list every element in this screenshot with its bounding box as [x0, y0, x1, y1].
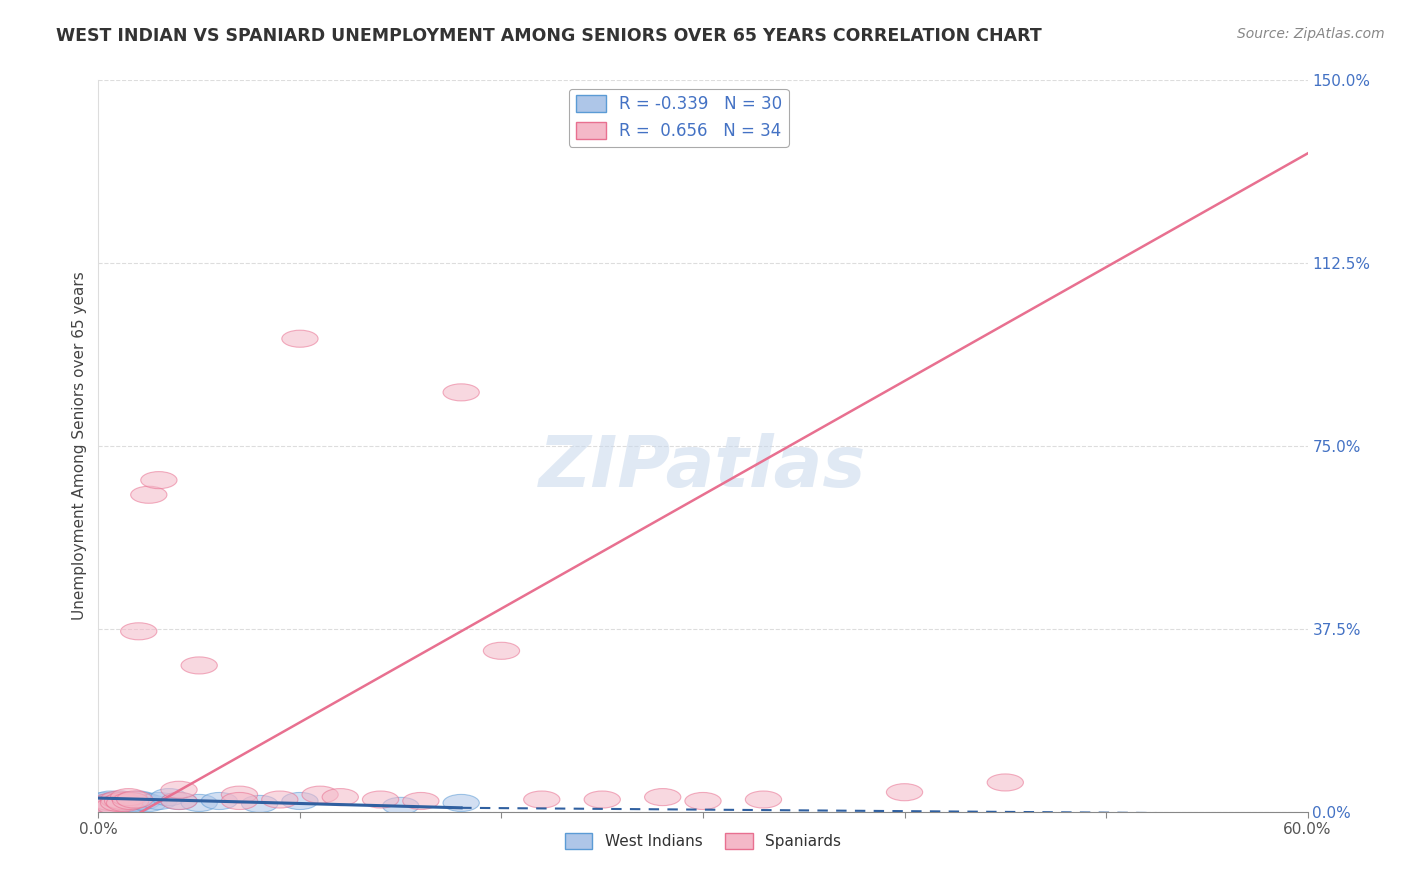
Ellipse shape: [114, 795, 150, 812]
Ellipse shape: [644, 789, 681, 805]
Ellipse shape: [104, 792, 141, 810]
Ellipse shape: [97, 797, 132, 814]
Ellipse shape: [98, 798, 135, 815]
Ellipse shape: [281, 330, 318, 347]
Ellipse shape: [121, 791, 157, 808]
Ellipse shape: [131, 795, 167, 812]
Ellipse shape: [281, 792, 318, 810]
Ellipse shape: [987, 774, 1024, 791]
Ellipse shape: [108, 795, 145, 812]
Ellipse shape: [141, 792, 177, 810]
Ellipse shape: [94, 797, 131, 814]
Ellipse shape: [97, 792, 132, 810]
Ellipse shape: [111, 789, 146, 805]
Ellipse shape: [83, 795, 118, 812]
Ellipse shape: [121, 623, 157, 640]
Ellipse shape: [685, 792, 721, 810]
Ellipse shape: [583, 791, 620, 808]
Ellipse shape: [111, 797, 146, 814]
Ellipse shape: [523, 791, 560, 808]
Ellipse shape: [117, 796, 153, 813]
Ellipse shape: [100, 795, 136, 812]
Ellipse shape: [84, 798, 121, 815]
Ellipse shape: [443, 384, 479, 401]
Legend: West Indians, Spaniards: West Indians, Spaniards: [558, 827, 848, 855]
Ellipse shape: [382, 797, 419, 814]
Text: Source: ZipAtlas.com: Source: ZipAtlas.com: [1237, 27, 1385, 41]
Ellipse shape: [221, 786, 257, 803]
Ellipse shape: [886, 784, 922, 801]
Ellipse shape: [221, 792, 257, 810]
Ellipse shape: [181, 657, 218, 674]
Ellipse shape: [302, 786, 339, 803]
Text: WEST INDIAN VS SPANIARD UNEMPLOYMENT AMONG SENIORS OVER 65 YEARS CORRELATION CHA: WEST INDIAN VS SPANIARD UNEMPLOYMENT AMO…: [56, 27, 1042, 45]
Ellipse shape: [160, 781, 197, 798]
Ellipse shape: [363, 791, 399, 808]
Ellipse shape: [262, 791, 298, 808]
Ellipse shape: [93, 794, 129, 811]
Ellipse shape: [90, 795, 127, 812]
Ellipse shape: [104, 792, 141, 810]
Ellipse shape: [86, 792, 122, 810]
Ellipse shape: [484, 642, 520, 659]
Ellipse shape: [160, 792, 197, 810]
Ellipse shape: [150, 789, 187, 805]
Ellipse shape: [100, 791, 136, 808]
Ellipse shape: [93, 791, 129, 808]
Ellipse shape: [745, 791, 782, 808]
Ellipse shape: [117, 791, 153, 808]
Ellipse shape: [103, 791, 139, 808]
Ellipse shape: [112, 792, 149, 810]
Ellipse shape: [89, 798, 125, 815]
Ellipse shape: [107, 795, 143, 812]
Ellipse shape: [125, 792, 160, 810]
Ellipse shape: [402, 792, 439, 810]
Ellipse shape: [181, 795, 218, 812]
Ellipse shape: [443, 795, 479, 812]
Ellipse shape: [84, 797, 121, 814]
Y-axis label: Unemployment Among Seniors over 65 years: Unemployment Among Seniors over 65 years: [72, 272, 87, 620]
Ellipse shape: [107, 797, 143, 814]
Ellipse shape: [100, 795, 136, 812]
Ellipse shape: [201, 792, 238, 810]
Ellipse shape: [112, 792, 149, 810]
Ellipse shape: [242, 796, 278, 813]
Ellipse shape: [322, 789, 359, 805]
Ellipse shape: [89, 796, 125, 813]
Ellipse shape: [141, 472, 177, 489]
Text: ZIPatlas: ZIPatlas: [540, 434, 866, 502]
Ellipse shape: [131, 486, 167, 503]
Ellipse shape: [160, 792, 197, 810]
